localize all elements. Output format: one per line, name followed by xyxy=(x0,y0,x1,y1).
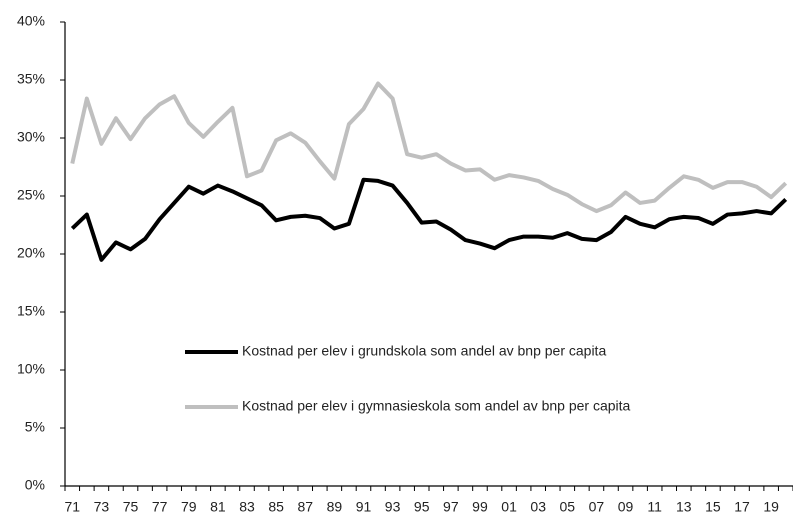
x-tick-label: 79 xyxy=(181,499,197,515)
y-tick-label: 15% xyxy=(17,303,45,319)
x-tick-label: 81 xyxy=(210,499,226,515)
y-tick-label: 20% xyxy=(17,245,45,261)
x-tick-label: 83 xyxy=(239,499,255,515)
x-tick-label: 03 xyxy=(530,499,546,515)
x-tick-label: 89 xyxy=(327,499,343,515)
x-tick-label: 73 xyxy=(94,499,110,515)
x-tick-label: 77 xyxy=(152,499,168,515)
x-tick-label: 71 xyxy=(64,499,80,515)
x-tick-label: 09 xyxy=(618,499,634,515)
y-tick-label: 0% xyxy=(25,477,45,493)
legend-label: Kostnad per elev i gymnasieskola som and… xyxy=(242,398,631,414)
series-line xyxy=(70,177,788,262)
x-tick-label: 01 xyxy=(501,499,517,515)
x-tick-label: 07 xyxy=(589,499,605,515)
x-tick-label: 91 xyxy=(356,499,372,515)
y-tick-label: 10% xyxy=(17,361,45,377)
x-tick-label: 85 xyxy=(268,499,284,515)
x-tick-label: 95 xyxy=(414,499,430,515)
y-tick-label: 40% xyxy=(17,13,45,29)
x-tick-label: 19 xyxy=(763,499,779,515)
series-line xyxy=(70,81,788,214)
x-tick-label: 15 xyxy=(705,499,721,515)
y-tick-label: 30% xyxy=(17,129,45,145)
x-tick-label: 93 xyxy=(385,499,401,515)
legend-label: Kostnad per elev i grundskola som andel … xyxy=(242,343,606,359)
x-tick-label: 75 xyxy=(123,499,139,515)
y-tick-label: 5% xyxy=(25,419,45,435)
y-tick-label: 25% xyxy=(17,187,45,203)
x-tick-label: 17 xyxy=(734,499,750,515)
x-tick-label: 99 xyxy=(472,499,488,515)
y-tick-label: 35% xyxy=(17,71,45,87)
x-tick-label: 11 xyxy=(647,499,662,515)
x-tick-label: 87 xyxy=(297,499,313,515)
x-tick-label: 97 xyxy=(443,499,459,515)
x-tick-label: 05 xyxy=(560,499,576,515)
x-tick-label: 13 xyxy=(676,499,692,515)
